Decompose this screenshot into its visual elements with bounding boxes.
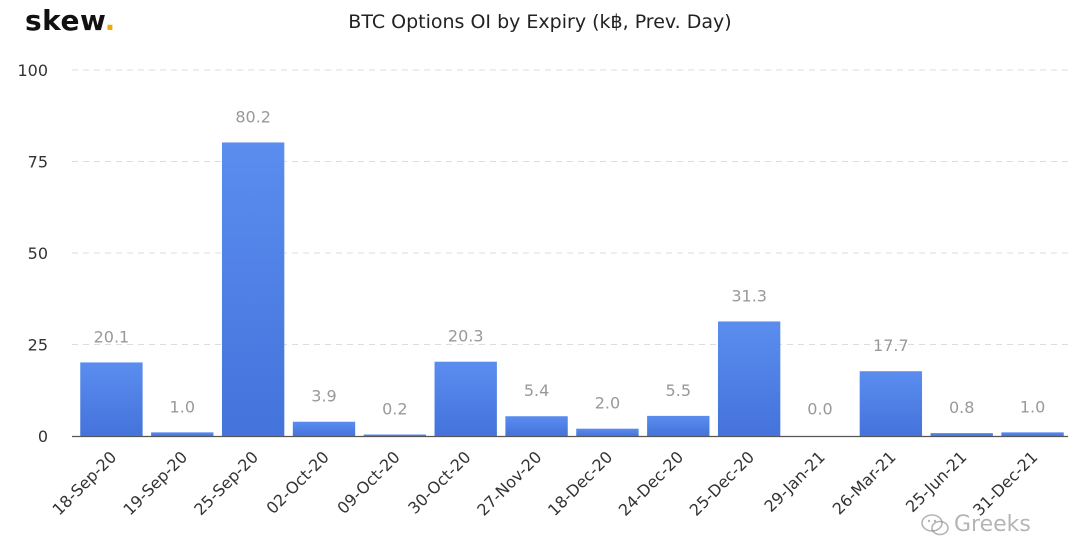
data-label: 0.0 bbox=[807, 400, 832, 419]
watermark-text: Greeks bbox=[954, 512, 1031, 537]
bar bbox=[717, 321, 781, 436]
bar bbox=[1001, 432, 1064, 436]
x-tick-label: 29-Jan-21 bbox=[760, 447, 828, 515]
bar bbox=[505, 416, 568, 436]
y-tick-label: 75 bbox=[28, 153, 48, 172]
data-label: 20.3 bbox=[448, 327, 484, 346]
data-label: 0.2 bbox=[382, 400, 407, 419]
data-label: 5.4 bbox=[524, 381, 549, 400]
bar bbox=[80, 362, 143, 436]
x-tick-label: 24-Dec-20 bbox=[615, 447, 687, 519]
logo-text: skew bbox=[25, 4, 105, 37]
y-tick-label: 50 bbox=[28, 244, 48, 263]
x-tick-label: 25-Jun-21 bbox=[902, 447, 971, 516]
data-label: 20.1 bbox=[94, 327, 130, 346]
data-label: 5.5 bbox=[666, 381, 691, 400]
bar bbox=[647, 415, 710, 436]
bar bbox=[363, 434, 427, 436]
bar bbox=[930, 433, 993, 436]
y-tick-label: 100 bbox=[17, 61, 48, 80]
bar bbox=[151, 432, 214, 436]
bar bbox=[859, 371, 923, 436]
data-label: 3.9 bbox=[311, 387, 336, 406]
x-tick-label: 18-Sep-20 bbox=[49, 447, 121, 519]
x-tick-label: 31-Dec-21 bbox=[969, 447, 1041, 519]
x-tick-label: 27-Nov-20 bbox=[473, 447, 545, 519]
data-label: 31.3 bbox=[731, 286, 767, 305]
x-tick-label: 18-Dec-20 bbox=[544, 447, 616, 519]
bar bbox=[221, 142, 285, 436]
y-tick-label: 25 bbox=[28, 336, 48, 355]
data-label: 1.0 bbox=[1020, 397, 1045, 416]
watermark: Greeks bbox=[920, 512, 1031, 537]
chart-title: BTC Options OI by Expiry (k฿, Prev. Day) bbox=[348, 11, 732, 33]
logo-dot: . bbox=[104, 4, 116, 37]
bar bbox=[576, 428, 639, 436]
x-tick-label: 26-Mar-21 bbox=[829, 447, 900, 518]
y-tick-label: 0 bbox=[38, 427, 48, 446]
x-tick-label: 02-Oct-20 bbox=[263, 447, 333, 517]
data-label: 2.0 bbox=[595, 394, 620, 413]
wechat-icon bbox=[921, 513, 949, 535]
skew-logo: skew. bbox=[25, 4, 116, 37]
data-label: 1.0 bbox=[170, 397, 195, 416]
x-tick-label: 25-Dec-20 bbox=[686, 447, 758, 519]
bar bbox=[434, 361, 497, 436]
x-tick-label: 19-Sep-20 bbox=[119, 447, 191, 519]
x-tick-label: 09-Oct-20 bbox=[333, 447, 403, 517]
bar bbox=[292, 421, 356, 436]
data-label: 17.7 bbox=[873, 336, 909, 355]
x-tick-label: 30-Oct-20 bbox=[404, 447, 474, 517]
data-label: 80.2 bbox=[235, 107, 271, 126]
data-label: 0.8 bbox=[949, 398, 974, 417]
x-tick-label: 25-Sep-20 bbox=[190, 447, 262, 519]
